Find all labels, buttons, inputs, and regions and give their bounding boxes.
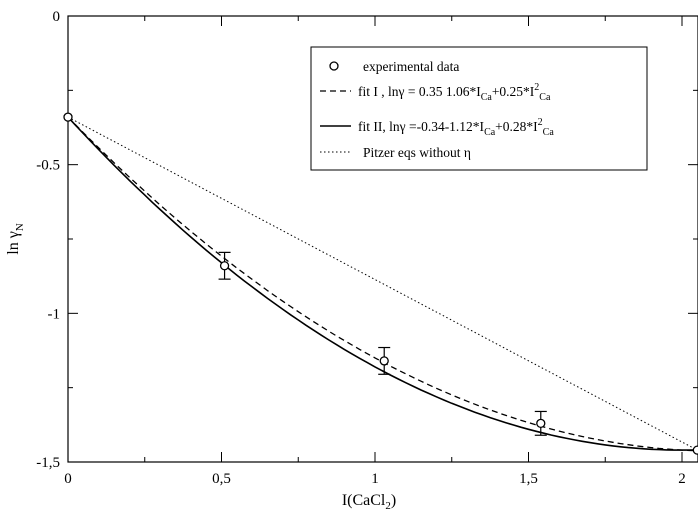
series-layer [63, 112, 698, 455]
data-point [692, 445, 698, 455]
x-tick-label: 0 [64, 471, 72, 487]
series-line-fit-2 [67, 116, 698, 451]
legend-marker-experimental [329, 61, 339, 71]
x-tick-label: 0,5 [212, 471, 231, 487]
data-point [379, 356, 389, 366]
legend: experimental data fit I , lnγ = 0.35 1.0… [310, 46, 648, 171]
data-point [63, 112, 73, 122]
legend-label-fit2: fit II, lnγ =-0.34-1.12*ICa+0.28*I2Ca [358, 117, 554, 138]
y-tick-label: -1 [48, 306, 61, 322]
axis-ticks: 0 0,5 1 1,5 2 0 -0.5 -1 -1,5 [36, 9, 698, 487]
legend-label-fit1: fit I , lnγ = 0.35 1.06*ICa+0.25*I2Ca [358, 82, 551, 103]
y-tick-label: -0.5 [36, 158, 60, 174]
x-tick-label: 1 [371, 471, 379, 487]
y-tick-label: -1,5 [36, 455, 60, 471]
y-tick-label: 0 [53, 9, 61, 25]
data-point [219, 261, 230, 271]
legend-label-experimental: experimental data [363, 59, 459, 74]
y-axis-label: ln γN [5, 223, 26, 255]
x-axis-label: I(CaCl2) [342, 492, 396, 512]
data-point [536, 418, 546, 428]
x-tick-label: 1,5 [519, 471, 538, 487]
legend-box [310, 46, 648, 171]
series-line-pitzer [67, 116, 698, 451]
x-tick-label: 2 [678, 471, 686, 487]
legend-label-pitzer: Pitzer eqs without η [363, 145, 471, 160]
